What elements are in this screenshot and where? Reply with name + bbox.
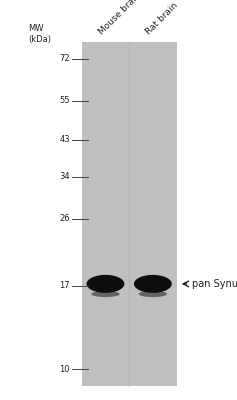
- Ellipse shape: [134, 275, 172, 293]
- Text: 72: 72: [59, 54, 70, 63]
- Text: Rat brain: Rat brain: [144, 0, 180, 36]
- Text: 10: 10: [59, 365, 70, 374]
- Text: 34: 34: [59, 172, 70, 181]
- Text: 43: 43: [59, 135, 70, 144]
- Text: 55: 55: [59, 96, 70, 106]
- Ellipse shape: [87, 275, 124, 293]
- Ellipse shape: [91, 291, 120, 297]
- Text: Mouse brain: Mouse brain: [97, 0, 142, 36]
- Text: MW
(kDa): MW (kDa): [28, 24, 51, 44]
- Bar: [82, 42, 177, 386]
- Text: 17: 17: [59, 281, 70, 290]
- Text: 26: 26: [59, 214, 70, 224]
- Ellipse shape: [139, 291, 167, 297]
- Text: pan Synuclein: pan Synuclein: [192, 279, 237, 289]
